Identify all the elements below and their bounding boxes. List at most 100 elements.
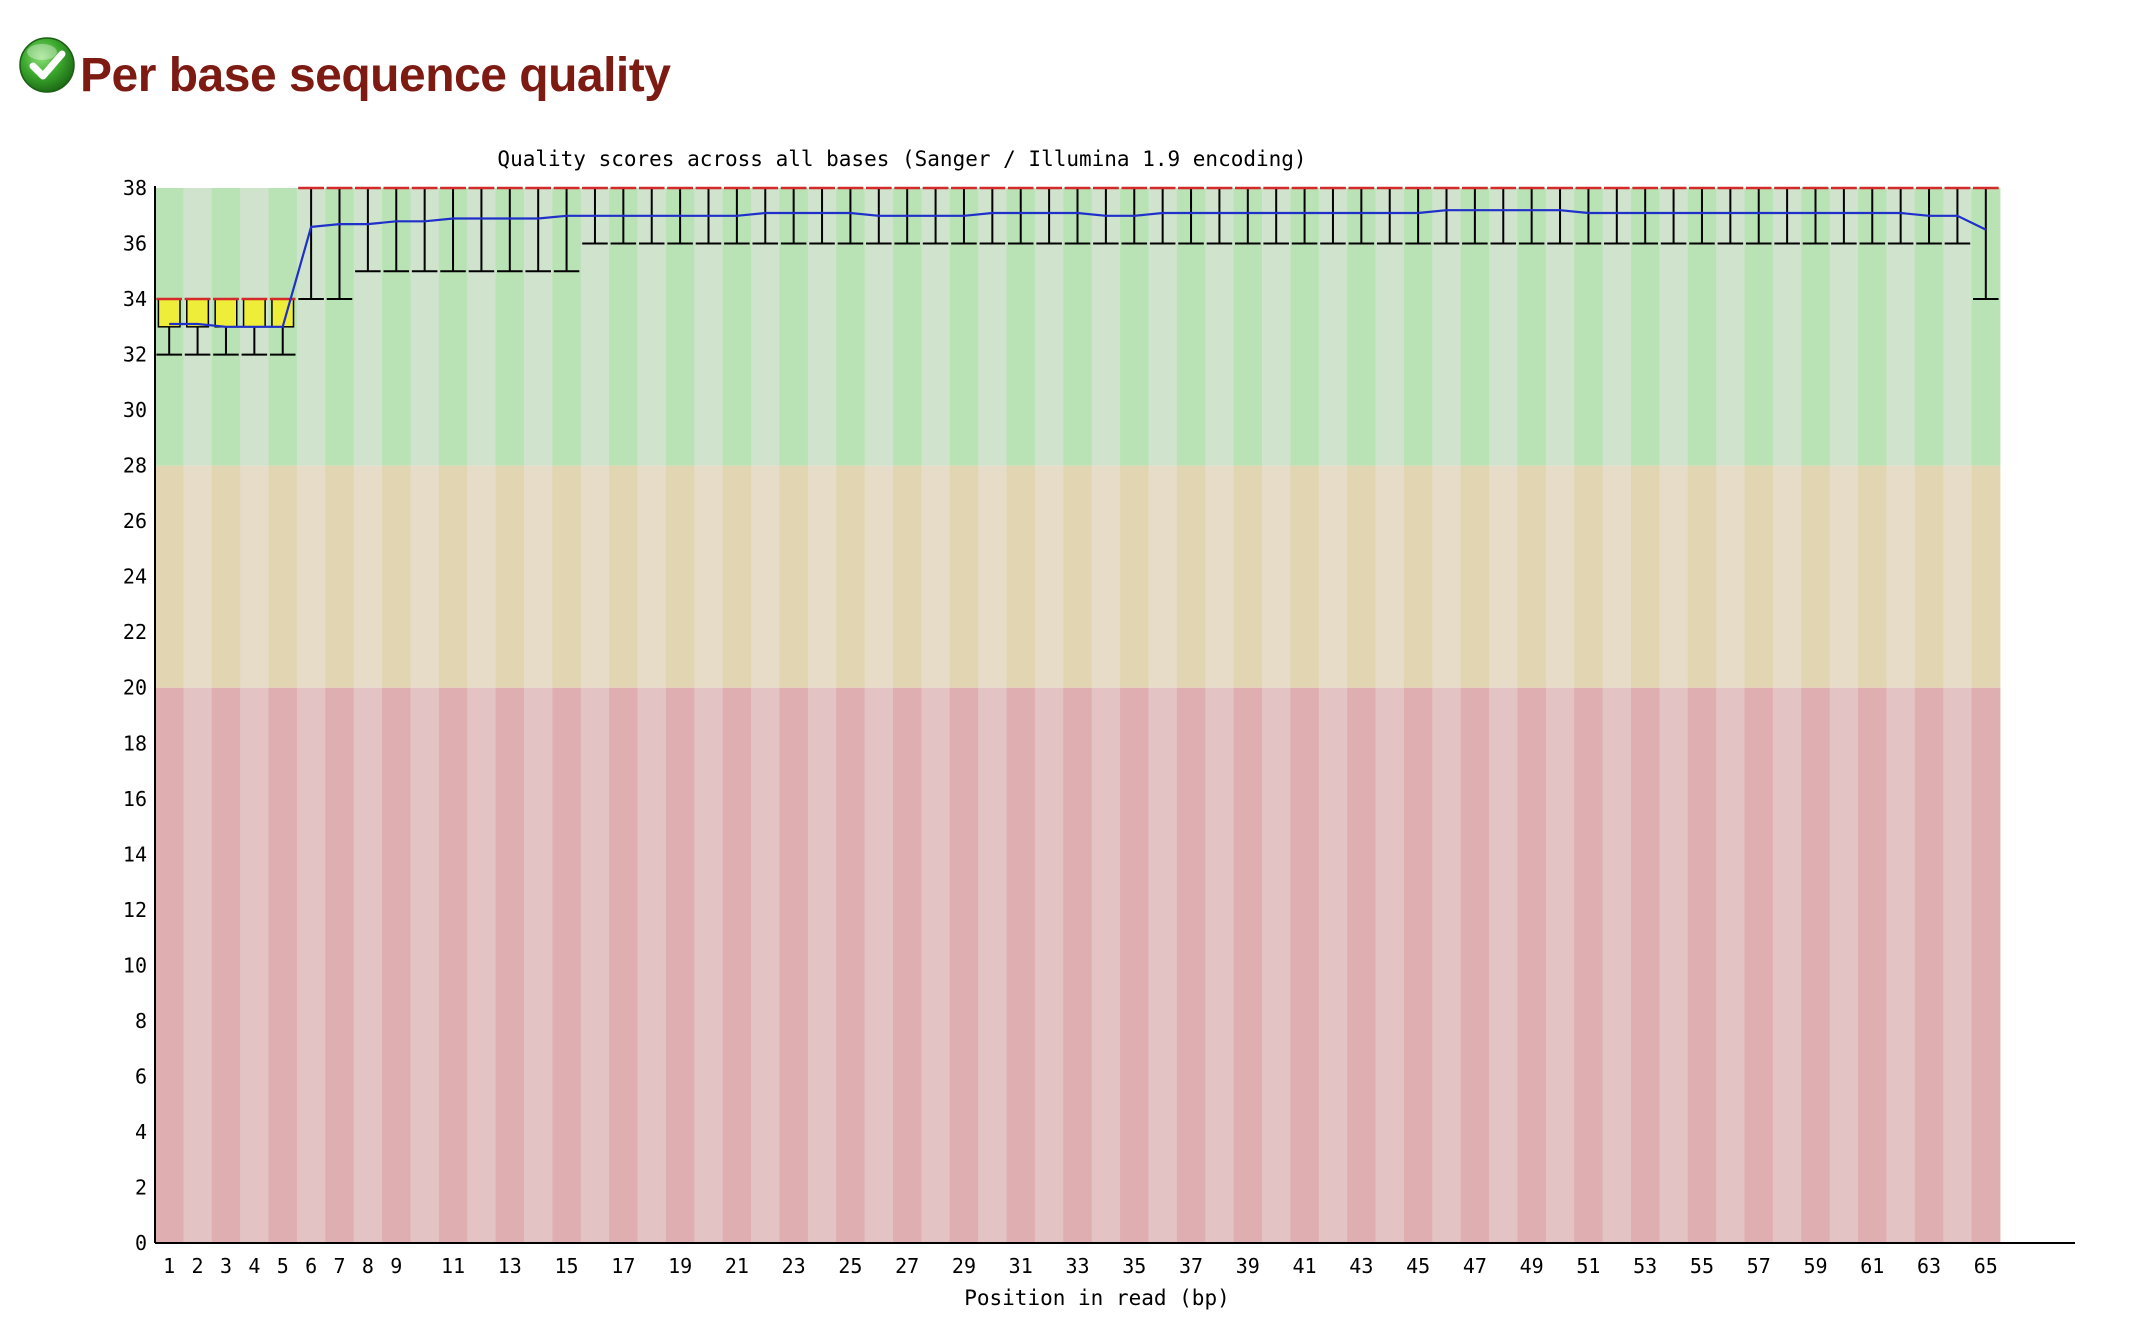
poor-zone-stripe <box>1460 687 1490 1243</box>
x-tick-label: 13 <box>498 1254 522 1278</box>
x-tick-label: 23 <box>782 1254 806 1278</box>
reasonable-zone-stripe <box>353 465 383 688</box>
poor-zone-stripe <box>807 687 837 1243</box>
poor-zone-stripe <box>580 687 610 1243</box>
poor-zone-stripe <box>1120 687 1149 1243</box>
reasonable-zone-stripe <box>864 465 894 688</box>
y-tick-label: 0 <box>135 1231 147 1255</box>
reasonable-zone-stripe <box>751 465 780 688</box>
x-tick-label: 43 <box>1349 1254 1373 1278</box>
poor-zone-stripe <box>1290 687 1320 1243</box>
reasonable-zone-stripe <box>1914 465 1944 688</box>
poor-zone-stripe <box>1602 687 1632 1243</box>
reasonable-zone-stripe <box>609 465 638 688</box>
poor-zone-stripe <box>524 687 553 1243</box>
reasonable-zone-stripe <box>949 465 979 688</box>
y-tick-label: 38 <box>123 176 147 200</box>
quartile-box <box>186 298 210 328</box>
y-tick-label: 16 <box>123 787 147 811</box>
poor-zone-stripe <box>382 687 411 1243</box>
quartile-boxes <box>157 298 295 328</box>
median-marks <box>156 186 1999 301</box>
reasonable-zone-stripe <box>1886 465 1916 688</box>
reasonable-zone-stripe <box>524 465 553 688</box>
reasonable-zone-stripe <box>1290 465 1320 688</box>
poor-zone-stripe <box>1205 687 1235 1243</box>
check-icon <box>19 37 75 93</box>
x-tick-label: 21 <box>725 1254 749 1278</box>
poor-zone-stripe <box>438 687 468 1243</box>
mean-line-group <box>169 209 1987 328</box>
poor-zone-stripe <box>467 687 497 1243</box>
x-tick-label: 9 <box>390 1254 402 1278</box>
reasonable-zone-stripe <box>1120 465 1149 688</box>
x-tick-label: 3 <box>220 1254 232 1278</box>
reasonable-zone-stripe <box>1091 465 1121 688</box>
poor-zone-stripe <box>240 687 269 1243</box>
poor-zone-stripe <box>1063 687 1093 1243</box>
poor-zone-stripe <box>1858 687 1887 1243</box>
reasonable-zone-stripe <box>779 465 809 688</box>
poor-zone-stripe <box>609 687 638 1243</box>
poor-zone-stripe <box>183 687 213 1243</box>
poor-zone-stripe <box>1262 687 1291 1243</box>
poor-zone-stripe <box>1545 687 1575 1243</box>
poor-zone-stripe <box>978 687 1007 1243</box>
x-tick-label: 4 <box>248 1254 260 1278</box>
reasonable-zone-stripe <box>1375 465 1405 688</box>
x-tick-label: 65 <box>1974 1254 1998 1278</box>
poor-zone-stripe <box>949 687 979 1243</box>
reasonable-zone-stripe <box>1744 465 1774 688</box>
reasonable-zone-stripe <box>1545 465 1575 688</box>
x-tick-label: 17 <box>611 1254 635 1278</box>
reasonable-zone-stripe <box>1772 465 1802 688</box>
y-tick-label: 36 <box>123 232 147 256</box>
y-tick-label: 4 <box>135 1120 147 1144</box>
poor-zone-stripe <box>836 687 866 1243</box>
reasonable-zone-stripe <box>1233 465 1263 688</box>
poor-zone-stripe <box>1034 687 1064 1243</box>
y-tick-label: 26 <box>123 509 147 533</box>
reasonable-zone-stripe <box>1829 465 1859 688</box>
poor-zone-stripe <box>1347 687 1376 1243</box>
poor-zone-stripe <box>1659 687 1689 1243</box>
poor-zone-stripe <box>694 687 724 1243</box>
poor-zone-stripe <box>1006 687 1036 1243</box>
y-tick-label: 34 <box>123 287 147 311</box>
poor-zone-stripe <box>296 687 326 1243</box>
reasonable-zone-stripe <box>722 465 752 688</box>
y-tick-label: 14 <box>123 842 147 866</box>
reasonable-zone-stripe <box>211 465 241 688</box>
poor-zone-stripe <box>1091 687 1121 1243</box>
poor-zone-stripe <box>410 687 440 1243</box>
poor-zone-stripe <box>552 687 582 1243</box>
poor-zone-stripe <box>268 687 298 1243</box>
x-tick-label: 5 <box>277 1254 289 1278</box>
poor-zone-stripe <box>751 687 780 1243</box>
reasonable-zone-stripe <box>467 465 497 688</box>
y-tick-label: 10 <box>123 953 147 977</box>
reasonable-zone-stripe <box>410 465 440 688</box>
poor-zone-stripe <box>1829 687 1859 1243</box>
poor-zone-stripe <box>353 687 383 1243</box>
reasonable-zone-stripe <box>1687 465 1717 688</box>
poor-zone-stripe <box>1631 687 1660 1243</box>
x-tick-label: 63 <box>1917 1254 1941 1278</box>
axes <box>154 186 2075 1244</box>
reasonable-zone-stripe <box>665 465 695 688</box>
y-tick-label: 6 <box>135 1064 147 1088</box>
x-tick-label: 37 <box>1179 1254 1203 1278</box>
x-tick-label: 25 <box>838 1254 862 1278</box>
y-tick-label: 22 <box>123 620 147 644</box>
poor-zone-stripe <box>893 687 922 1243</box>
reasonable-zone-stripe <box>438 465 468 688</box>
reasonable-zone-stripe <box>1489 465 1518 688</box>
x-tick-label: 53 <box>1633 1254 1657 1278</box>
x-tick-label: 59 <box>1803 1254 1827 1278</box>
x-tick-label: 39 <box>1236 1254 1260 1278</box>
reasonable-zone-stripe <box>893 465 922 688</box>
x-tick-label: 6 <box>305 1254 317 1278</box>
reasonable-zone-stripe <box>183 465 213 688</box>
x-tick-label: 11 <box>441 1254 465 1278</box>
